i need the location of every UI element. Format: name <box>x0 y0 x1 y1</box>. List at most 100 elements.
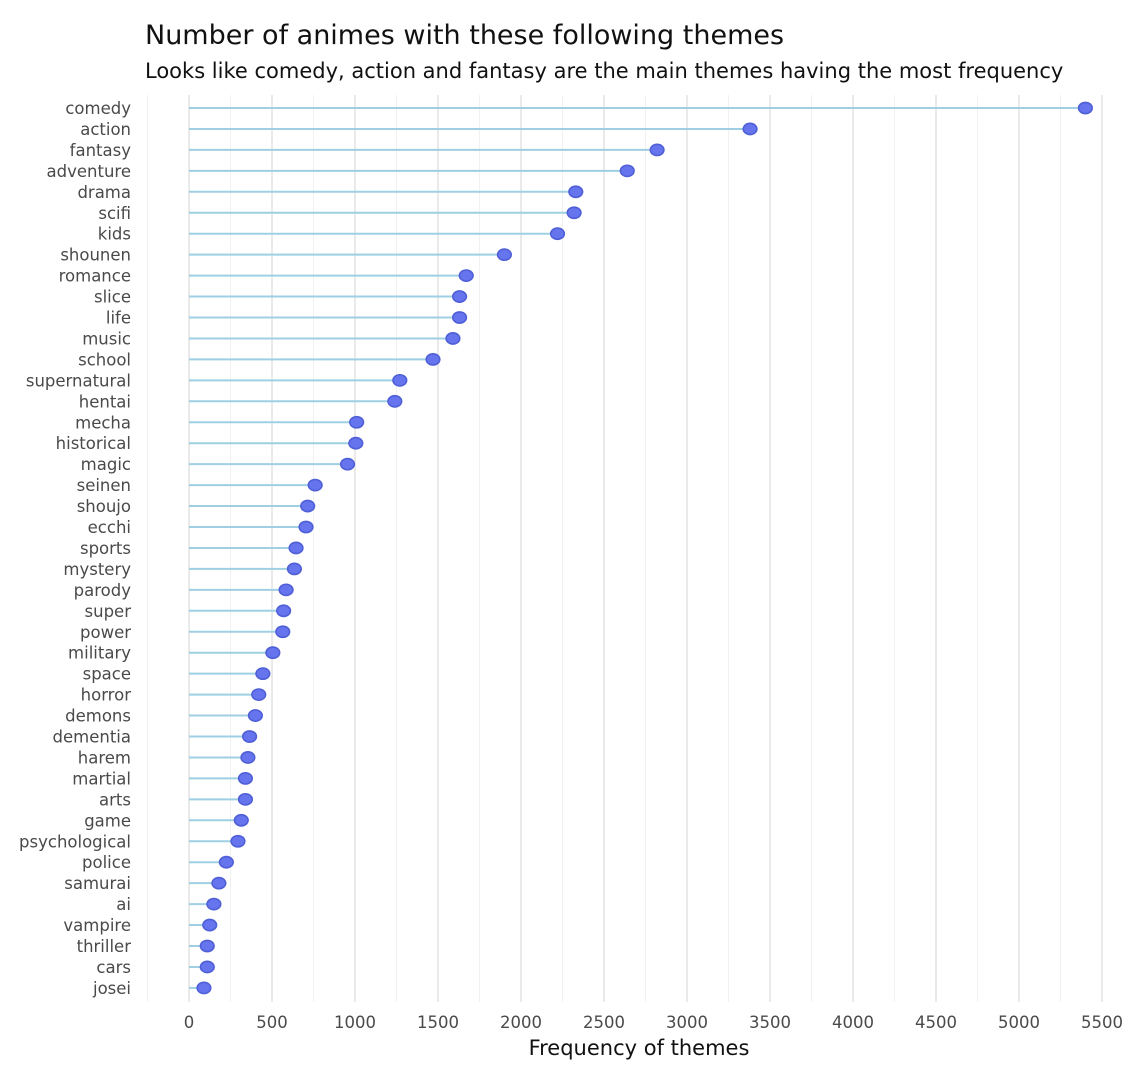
lollipop-point-shounen <box>496 248 513 262</box>
lollipop-point-comedy <box>1077 101 1093 115</box>
x-tick-label: 5500 <box>1081 1013 1123 1032</box>
lollipop-stems <box>189 107 1086 989</box>
lollipop-point-supernatural <box>392 373 408 387</box>
lollipop-point-music <box>445 332 461 345</box>
lollipop-point-horror <box>251 688 267 701</box>
x-axis-tick-labels: 0 500 1000 1500 2000 2500 3000 3500 4000 4500 5000… <box>184 1013 1123 1032</box>
lollipop-point-adventure <box>619 164 635 178</box>
y-category-label: mystery <box>63 560 131 579</box>
chart-title: Number of animes with these following th… <box>145 20 784 51</box>
lollipop-point-ai <box>206 897 222 911</box>
x-tick-label: 1500 <box>417 1013 459 1032</box>
lollipop-point-life <box>451 311 468 324</box>
x-tick-label: 2500 <box>583 1013 625 1032</box>
lollipop-point-ecchi <box>298 520 314 534</box>
y-category-label: space <box>83 665 131 684</box>
y-category-label: horror <box>81 686 132 705</box>
y-category-label: arts <box>99 790 131 809</box>
lollipop-point-mecha <box>349 415 365 429</box>
lollipop-point-seinen <box>307 478 323 492</box>
lollipop-point-mystery <box>286 562 303 576</box>
y-category-label: music <box>82 329 131 348</box>
y-category-label: adventure <box>47 162 131 181</box>
lollipop-point-magic <box>339 457 356 471</box>
lollipop-point-scifi <box>566 206 582 220</box>
x-tick-label: 1000 <box>334 1013 376 1032</box>
lollipop-point-thriller <box>199 939 215 953</box>
x-tick-label: 500 <box>256 1013 288 1032</box>
x-tick-label: 0 <box>184 1013 195 1032</box>
y-category-label: harem <box>78 748 131 767</box>
lollipop-point-power <box>275 625 291 639</box>
x-tick-label: 4500 <box>915 1013 957 1032</box>
lollipop-point-sports <box>288 541 304 555</box>
lollipop-point-space <box>255 667 271 681</box>
lollipop-point-military <box>265 646 281 660</box>
lollipop-point-slice <box>451 290 468 303</box>
y-category-label: super <box>85 602 132 621</box>
lollipop-point-harem <box>240 751 256 764</box>
x-tick-label: 3000 <box>666 1013 708 1032</box>
y-category-label: military <box>68 644 131 663</box>
lollipop-point-fantasy <box>649 143 665 157</box>
y-category-label: power <box>80 623 131 642</box>
y-category-label: parody <box>74 581 132 600</box>
y-category-label: drama <box>77 183 131 202</box>
lollipop-point-hentai <box>387 394 403 408</box>
y-category-label: thriller <box>77 937 132 956</box>
y-category-label: life <box>106 309 131 328</box>
y-category-label: vampire <box>63 916 131 935</box>
y-category-label: josei <box>92 979 131 998</box>
y-category-label: sports <box>80 539 131 558</box>
y-category-label: fantasy <box>70 141 132 160</box>
y-category-label: police <box>82 853 131 872</box>
y-category-label: demons <box>65 707 131 726</box>
lollipop-point-drama <box>568 185 584 199</box>
y-category-label: historical <box>56 434 131 453</box>
lollipop-point-romance <box>458 269 474 282</box>
y-category-label: game <box>84 811 131 830</box>
y-category-label: ai <box>116 895 131 914</box>
y-category-label: samurai <box>64 874 131 893</box>
lollipop-point-shoujo <box>300 499 316 513</box>
y-category-label: shounen <box>60 246 131 265</box>
lollipop-point-game <box>233 813 249 827</box>
y-category-label: hentai <box>79 392 131 411</box>
lollipop-point-action <box>742 122 758 136</box>
y-category-label: mecha <box>75 413 131 432</box>
y-axis-category-labels: comedy action fantasy adventure drama scifi ki… <box>19 99 131 998</box>
y-category-label: romance <box>59 267 131 286</box>
x-tick-label: 4000 <box>832 1013 874 1032</box>
lollipop-point-dementia <box>241 730 258 743</box>
lollipop-point-samurai <box>211 876 227 890</box>
lollipop-point-parody <box>278 583 294 597</box>
y-category-label: comedy <box>65 99 131 118</box>
y-category-label: scifi <box>98 204 131 223</box>
lollipop-point-josei <box>196 981 212 995</box>
lollipop-point-martial <box>237 772 254 785</box>
y-category-label: slice <box>94 288 131 307</box>
y-category-label: seinen <box>77 476 131 495</box>
y-category-label: action <box>80 120 131 139</box>
lollipop-point-police <box>218 855 234 869</box>
y-category-label: martial <box>72 769 131 788</box>
chart-subtitle: Looks like comedy, action and fantasy ar… <box>145 59 1063 83</box>
lollipop-point-super <box>276 604 292 618</box>
y-category-label: kids <box>98 225 131 244</box>
lollipop-point-demons <box>247 709 263 722</box>
x-axis-title: Frequency of themes <box>529 1036 750 1060</box>
x-tick-label: 5000 <box>998 1013 1040 1032</box>
lollipop-point-school <box>425 352 441 366</box>
lollipop-point-vampire <box>202 918 218 932</box>
y-category-label: ecchi <box>88 518 131 537</box>
lollipop-point-historical <box>348 436 364 450</box>
y-category-label: cars <box>96 958 131 977</box>
lollipop-point-cars <box>199 960 215 974</box>
y-category-label: psychological <box>19 832 131 851</box>
y-category-label: magic <box>81 455 131 474</box>
lollipop-point-psychological <box>230 834 246 848</box>
y-category-label: shoujo <box>77 497 131 516</box>
x-tick-label: 3500 <box>749 1013 791 1032</box>
y-category-label: supernatural <box>26 371 131 390</box>
